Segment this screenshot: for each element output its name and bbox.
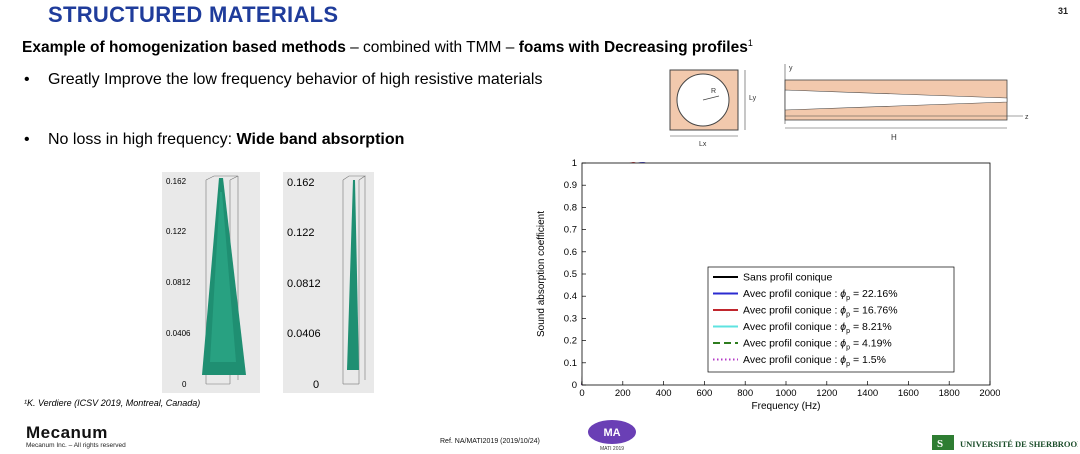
y-tick-label: 0.2 [564,336,577,347]
x-tick-label: 400 [656,388,672,399]
x-tick-label: 800 [737,388,753,399]
legend-entry: Avec profil conique : ϕp = 22.16% [743,288,898,302]
x-tick-label: 0 [579,388,584,399]
chart-legend: Sans profil conique Avec profil conique :… [707,266,955,373]
footnote: ¹K. Verdiere (ICSV 2019, Montreal, Canad… [24,398,201,408]
legend-entry: Avec profil conique : ϕp = 4.19% [743,338,892,352]
mati-logo-label: MATI 2019 [600,446,624,452]
x-tick-label: 2000 [979,388,1000,399]
y-tick-label: 0.6 [564,247,577,258]
box-edge [205,175,239,181]
y-tick-label: 0.4 [564,291,577,302]
bullet-text: No loss in high frequency: [48,131,237,148]
simulation-image-1: 0.162 0.122 0.0812 0.0406 0 [162,172,260,393]
y-tick-label: 0.7 [564,225,577,236]
bullet-dot: • [24,71,30,88]
subtitle-middle-part: – combined with TMM – [345,39,519,57]
radius-line [702,95,720,101]
tick-label: 0.0406 [166,329,191,338]
legend-entry: Sans profil conique [743,272,832,284]
y-tick-label: 0 [572,380,577,391]
foam-cone [347,180,359,370]
x-tick-label: 1800 [939,388,960,399]
y-tick-label: 1 [572,158,577,169]
y-tick-label: 0.1 [564,358,577,369]
legend-entry: Avec profil conique : ϕp = 16.76% [743,305,898,319]
tick-label: 0 [313,379,319,391]
university-logo: S UNIVERSITÉ DE SHERBROOKE [932,435,1078,450]
mati-logo: MA MATI 2019 [588,420,636,452]
tick-label: 0 [182,380,187,389]
slide-subtitle: Example of homogenization based methods … [22,38,753,57]
mati-logo-letters: MA [603,427,620,439]
label-Lx: Lx [699,141,707,148]
label-Ly: Ly [749,95,757,102]
university-emblem-letter: S [937,438,943,450]
geometry-diagram: R Ly Lx y z H [669,64,1029,148]
bullet-item: • Greatly Improve the low frequency behav… [24,70,568,89]
slide-title: STRUCTURED MATERIALS [48,2,339,27]
x-tick-label: 1200 [816,388,837,399]
copyright-text: Mecanum Inc. – All rights reserved [26,442,126,449]
foam-cone-highlight [210,192,236,362]
x-tick-label: 1400 [857,388,878,399]
y-tick-label: 0.5 [564,269,577,280]
absorption-chart: 0 200 400 600 800 1000 1200 1400 1600 1800 2000 0 0.… [536,158,1000,412]
label-y: y [789,65,793,72]
bullet-text-bold: Wide band absorption [236,131,405,148]
tick-label: 0.162 [287,177,315,189]
mecanum-logo: Mecanum [26,423,108,442]
x-tick-label: 600 [696,388,712,399]
y-axis-label: Sound absorption coefficient [536,211,547,337]
bullet-dot: • [24,131,30,148]
tick-label: 0.0812 [166,278,191,287]
subtitle-bold-part-2: foams with Decreasing profiles [518,39,748,57]
reference-text: Ref. NA/MATI2019 (2019/10/24) [440,438,540,445]
y-tick-label: 0.8 [564,202,577,213]
simulation-image-2: 0.162 0.122 0.0812 0.0406 0 [283,172,374,393]
x-axis-label: Frequency (Hz) [752,401,821,412]
legend-box [707,266,955,373]
tick-label: 0.0406 [287,328,321,340]
university-emblem [932,435,954,450]
y-tick-label: 0.3 [564,313,577,324]
bullet-item: • No loss in high frequency: Wide band ab… [24,130,588,149]
bullet-text: Greatly Improve the low frequency behavi… [48,71,543,88]
legend-entry: Avec profil conique : ϕp = 1.5% [743,354,886,368]
university-name: UNIVERSITÉ DE SHERBROOKE [960,439,1078,449]
label-z: z [1025,114,1029,121]
tick-label: 0.122 [287,227,315,239]
x-tick-label: 1000 [775,388,796,399]
box-edge [342,175,366,181]
y-tick-label: 0.9 [564,180,577,191]
mati-logo-ellipse [588,420,636,444]
x-tick-label: 1600 [898,388,919,399]
x-tick-label: 200 [615,388,631,399]
label-H: H [891,133,897,142]
tick-label: 0.162 [166,177,187,186]
subtitle-footnote-mark: 1 [747,38,753,48]
label-R: R [711,88,716,95]
tick-label: 0.0812 [287,278,321,290]
tick-label: 0.122 [166,227,187,236]
page-number: 31 [1057,6,1068,16]
legend-entry: Avec profil conique : ϕp = 8.21% [743,321,892,335]
subtitle-bold-part: Example of homogenization based methods [22,39,346,57]
